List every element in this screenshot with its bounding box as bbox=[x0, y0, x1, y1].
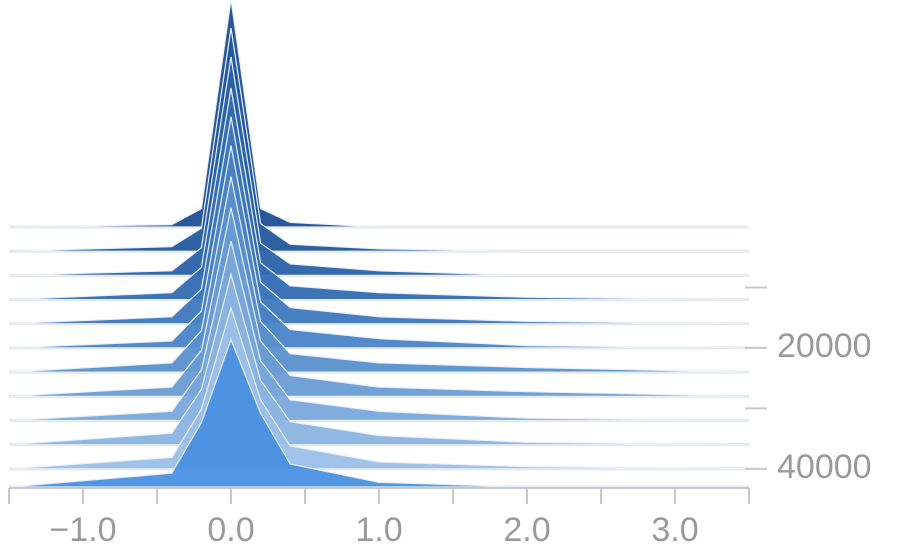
ridge bbox=[8, 207, 750, 397]
ridge bbox=[8, 272, 750, 446]
x-tick-label: 3.0 bbox=[651, 511, 698, 549]
ridge bbox=[8, 56, 749, 276]
x-tick-label: 1.0 bbox=[355, 511, 402, 549]
x-tick-label: 2.0 bbox=[503, 511, 550, 549]
x-tick-label: −1.0 bbox=[49, 511, 116, 549]
y-tick-label: 20000 bbox=[777, 327, 872, 365]
ridge bbox=[8, 28, 749, 252]
y-tick-label: 40000 bbox=[777, 448, 872, 486]
ridge bbox=[8, 87, 750, 301]
ridge bbox=[8, 145, 750, 349]
ridge bbox=[8, 116, 750, 325]
ridge bbox=[8, 176, 750, 373]
ridge bbox=[8, 305, 750, 470]
ridge bbox=[8, 240, 750, 422]
ridge bbox=[8, 0, 749, 228]
x-tick-label: 0.0 bbox=[207, 511, 254, 549]
